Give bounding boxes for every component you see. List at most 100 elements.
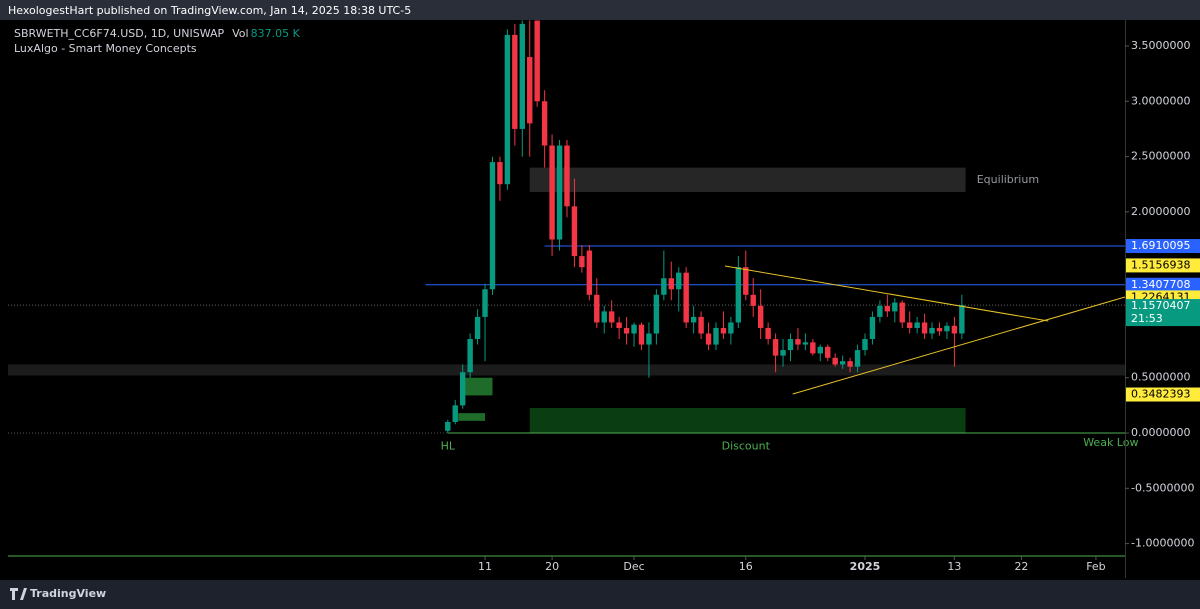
- chart-area: [0, 20, 1200, 580]
- zone: [529, 167, 966, 192]
- candle-body: [549, 145, 555, 240]
- y-tick-label: 2.0000000: [1131, 205, 1191, 218]
- candle-body: [914, 322, 920, 328]
- candle-body: [713, 327, 719, 345]
- trendline: [792, 296, 1126, 395]
- volume-label: Vol: [232, 27, 248, 40]
- candle-body: [452, 405, 458, 422]
- price-label-bg: [1126, 239, 1200, 254]
- candle-body: [594, 294, 600, 323]
- candle-body: [728, 322, 734, 334]
- candle-body: [497, 162, 503, 185]
- candle-body: [541, 101, 548, 146]
- x-tick-label: 2025: [850, 560, 881, 573]
- candle-body: [571, 206, 578, 257]
- candle-body: [944, 325, 950, 332]
- candle-body: [474, 316, 481, 340]
- zone-label: Equilibrium: [977, 173, 1039, 186]
- candle-body: [489, 162, 496, 290]
- candle-body: [862, 339, 868, 351]
- candle-body: [839, 361, 846, 365]
- candle-body: [951, 325, 958, 334]
- candle-body: [676, 272, 682, 290]
- indicator: LuxAlgo - Smart Money Concepts: [14, 42, 197, 55]
- candle-body: [467, 339, 473, 373]
- candle-body: [817, 346, 823, 354]
- candle-body: [698, 316, 704, 334]
- candle-body: [921, 322, 928, 334]
- candle-body: [869, 316, 876, 340]
- y-tick-label: 3.0000000: [1131, 94, 1191, 107]
- candle-body: [750, 294, 756, 306]
- y-tick-label: -1.0000000: [1131, 537, 1194, 550]
- footer-bar: [0, 580, 1200, 609]
- volume-value: 837.05 K: [251, 27, 301, 40]
- plot: Equilibrium Discount HL Weak Low: [8, 20, 1138, 452]
- footer-text: TradingView: [30, 587, 106, 600]
- candle-body: [810, 342, 816, 354]
- candle-body: [482, 289, 488, 317]
- symbol: SBRWETH_CC6F74.USD, 1D, UNISWAP: [14, 27, 224, 40]
- x-tick-label: 16: [739, 560, 753, 573]
- candle-body: [519, 23, 525, 129]
- candle-body: [534, 20, 540, 102]
- candle-body: [877, 305, 883, 317]
- price-label-bg: [1126, 387, 1200, 402]
- candle-body: [743, 267, 749, 295]
- x-tick-label: 11: [478, 560, 492, 573]
- candle-body: [668, 278, 674, 290]
- candle-body: [616, 322, 622, 328]
- candle-body: [601, 311, 607, 323]
- candle-body: [690, 316, 697, 323]
- candle-body: [638, 324, 645, 345]
- price-label: 1.3407708: [1131, 278, 1191, 291]
- candle-body: [683, 272, 689, 323]
- candle-body: [795, 339, 801, 345]
- candle-body: [959, 305, 965, 334]
- candle-body: [825, 346, 831, 358]
- x-tick-label: 13: [947, 560, 961, 573]
- y-tick-label: 3.5000000: [1131, 39, 1191, 52]
- candle-body: [564, 145, 570, 207]
- candle-body: [884, 305, 891, 312]
- candle-body: [802, 342, 809, 345]
- candle-body: [720, 327, 727, 334]
- candle-body: [787, 339, 794, 351]
- candle-body: [459, 372, 466, 406]
- x-tick-label: 20: [545, 560, 559, 573]
- candle-body: [757, 305, 764, 328]
- price-label: 0.3482393: [1131, 388, 1191, 401]
- annotation: HL: [441, 439, 456, 452]
- candle-body: [579, 256, 585, 268]
- candle-body: [735, 267, 742, 323]
- trendline: [724, 265, 1049, 322]
- candle-body: [608, 311, 615, 323]
- x-tick-label: Dec: [623, 560, 644, 573]
- price-label: 1.6910095: [1131, 239, 1191, 252]
- candle-body: [586, 250, 593, 295]
- y-tick-label: -0.5000000: [1131, 481, 1194, 494]
- candle-body: [623, 327, 630, 334]
- annotation: Weak Low: [1083, 436, 1138, 449]
- candle-body: [661, 278, 667, 295]
- candle-body: [631, 324, 637, 334]
- candle-body: [556, 145, 563, 240]
- candle-body: [772, 339, 779, 356]
- candle-body: [705, 333, 712, 345]
- candle-body: [847, 361, 853, 367]
- y-tick-label: 0.0000000: [1131, 426, 1191, 439]
- x-tick-label: Feb: [1086, 560, 1105, 573]
- candle-body: [512, 34, 518, 129]
- zone-label: Discount: [722, 439, 771, 452]
- y-tick-label: 2.5000000: [1131, 150, 1191, 163]
- candle-body: [765, 327, 771, 340]
- candle-body: [929, 327, 935, 334]
- zone: [458, 413, 486, 421]
- zone: [8, 364, 1125, 376]
- candle-body: [936, 327, 943, 332]
- candle-body: [646, 333, 652, 345]
- candle-body: [854, 350, 861, 367]
- candle-body: [906, 322, 913, 328]
- x-tick-label: 22: [1014, 560, 1028, 573]
